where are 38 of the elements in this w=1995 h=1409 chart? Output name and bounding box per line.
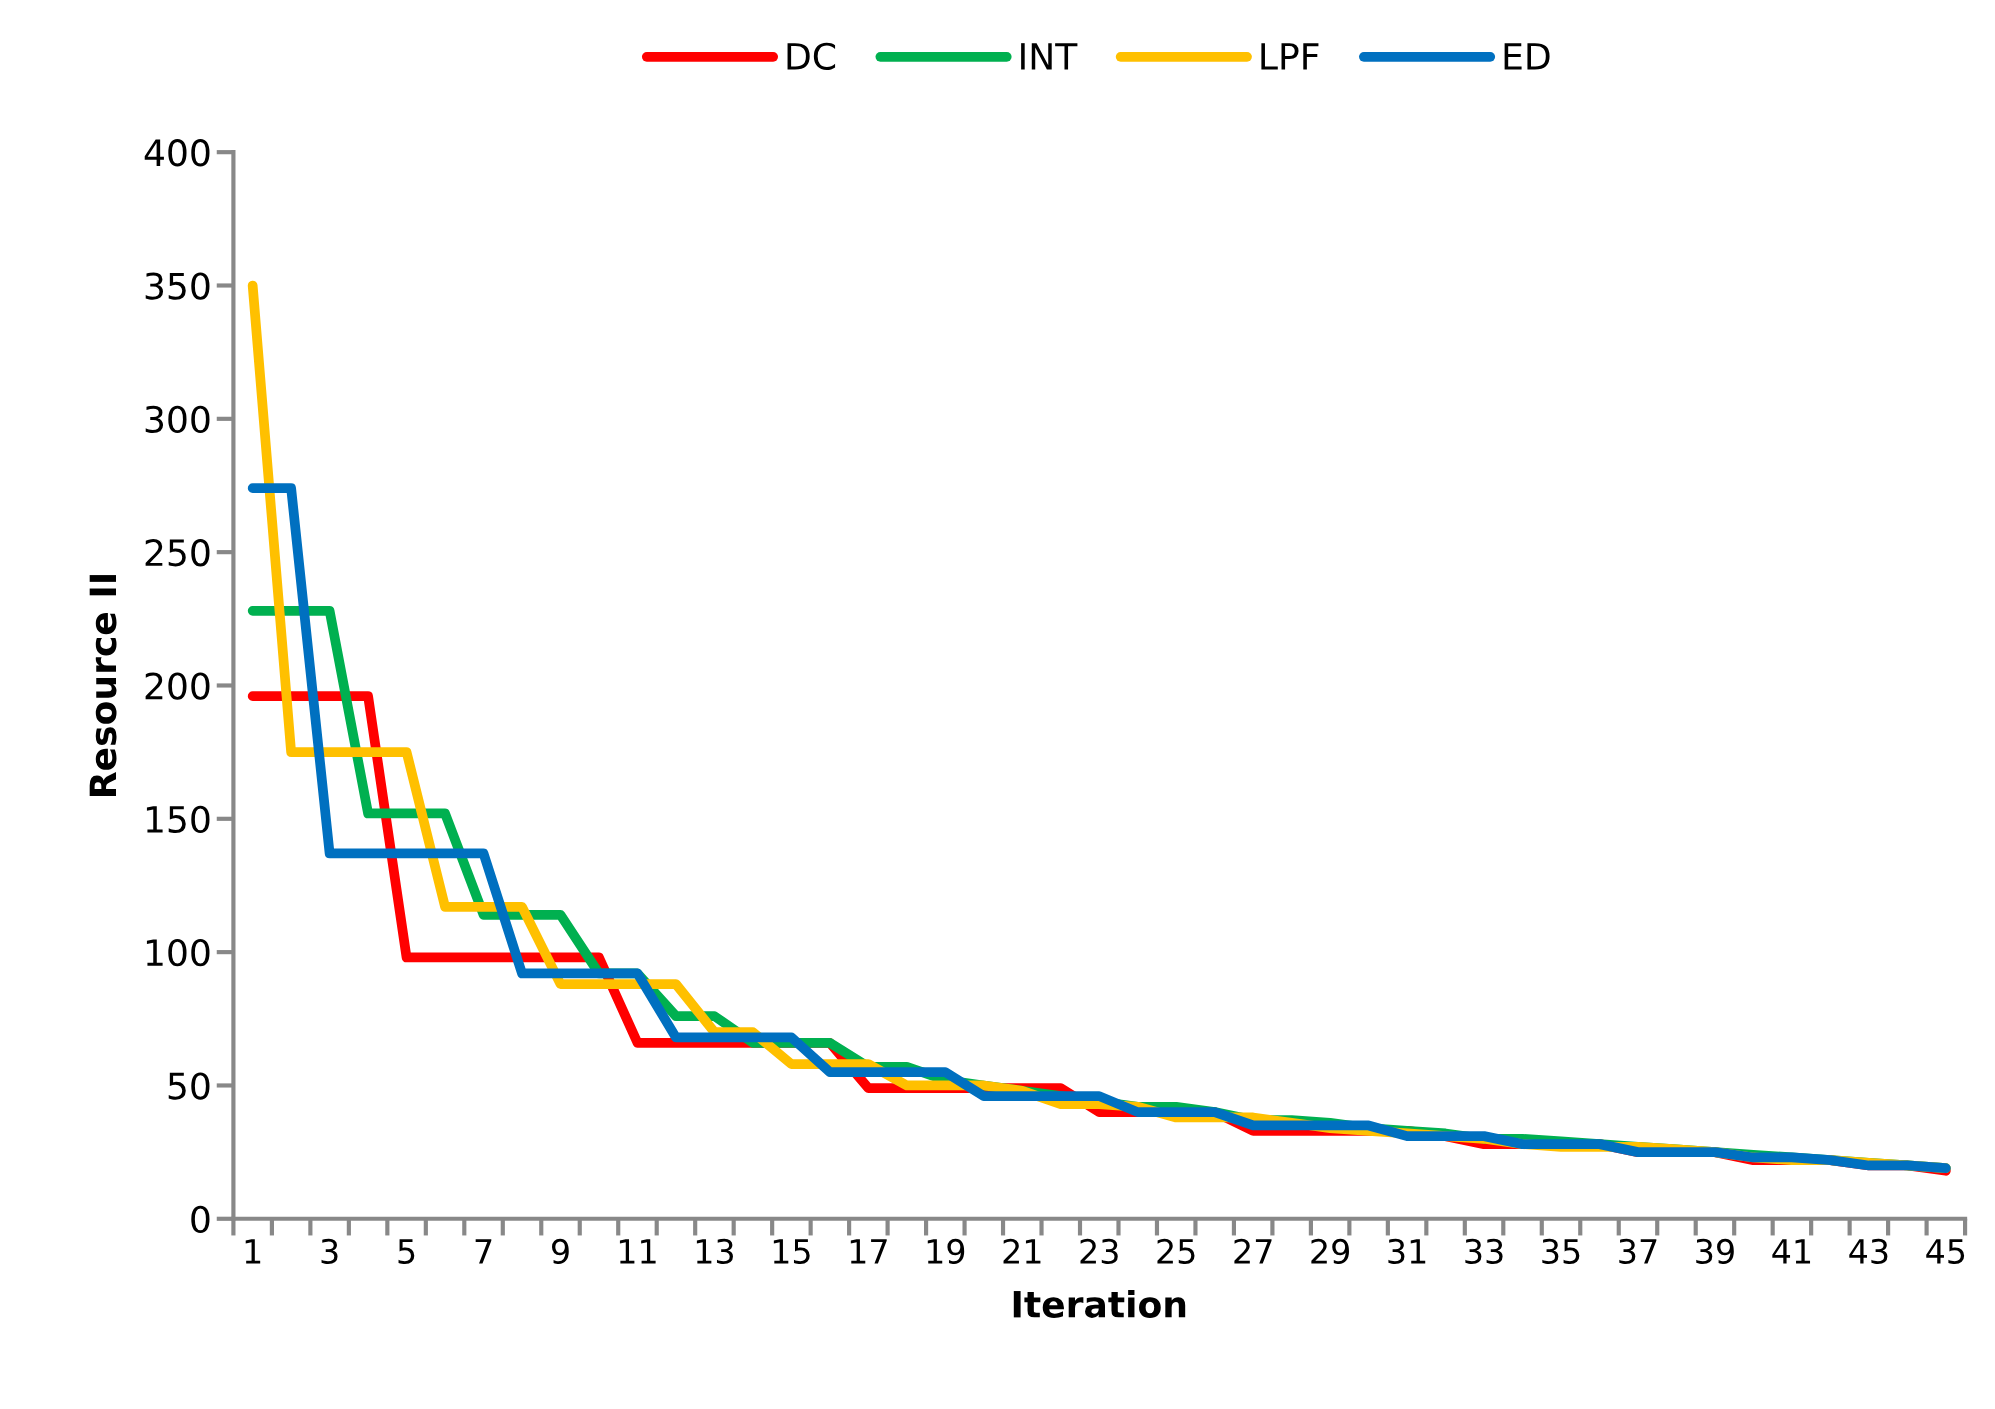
y-tick-label: 400 (144, 139, 210, 167)
x-tick-label: 1 (245, 1239, 261, 1264)
legend-label: ED (1504, 43, 1550, 70)
y-tick-label: 0 (191, 1205, 210, 1234)
legend-label: DC (787, 42, 836, 71)
x-tick-label: 21 (1003, 1238, 1041, 1264)
x-tick-label: 5 (398, 1239, 415, 1265)
y-tick-label: 250 (145, 539, 210, 567)
x-tick-label: 13 (696, 1238, 733, 1265)
x-tick-label: 17 (850, 1239, 887, 1264)
x-tick-label: 7 (475, 1239, 492, 1264)
x-tick-label: 31 (1388, 1238, 1426, 1265)
x-tick-label: 35 (1542, 1238, 1580, 1265)
x-tick-label: 23 (1080, 1238, 1118, 1265)
legend-label: INT (1021, 43, 1078, 70)
x-tick-label: 11 (619, 1239, 656, 1264)
x-tick-label: 29 (1311, 1238, 1349, 1265)
y-tick-label: 100 (146, 939, 210, 967)
x-tick-label: 19 (927, 1238, 965, 1265)
x-tick-label: 33 (1465, 1238, 1503, 1265)
x-tick-label: 3 (321, 1238, 338, 1265)
y-tick-label: 350 (145, 272, 210, 300)
y-tick-label: 50 (168, 1072, 210, 1100)
y-tick-label: 300 (145, 405, 210, 434)
legend-label: LPF (1261, 43, 1319, 70)
x-tick-label: 25 (1157, 1238, 1195, 1265)
y-tick-label: 200 (145, 672, 210, 700)
y-tick-label: 150 (146, 805, 210, 834)
x-tick-label: 15 (773, 1239, 810, 1265)
x-tick-label: 37 (1619, 1238, 1657, 1265)
x-tick-label: 45 (1926, 1239, 1965, 1265)
y-axis-title: Resource II (89, 575, 117, 796)
x-tick-label: 41 (1772, 1239, 1811, 1264)
x-tick-label: 39 (1696, 1238, 1734, 1265)
x-tick-label: 43 (1849, 1238, 1888, 1265)
x-axis-title: Iteration (1013, 1289, 1186, 1318)
x-tick-label: 9 (552, 1238, 569, 1265)
x-tick-label: 27 (1234, 1238, 1272, 1264)
